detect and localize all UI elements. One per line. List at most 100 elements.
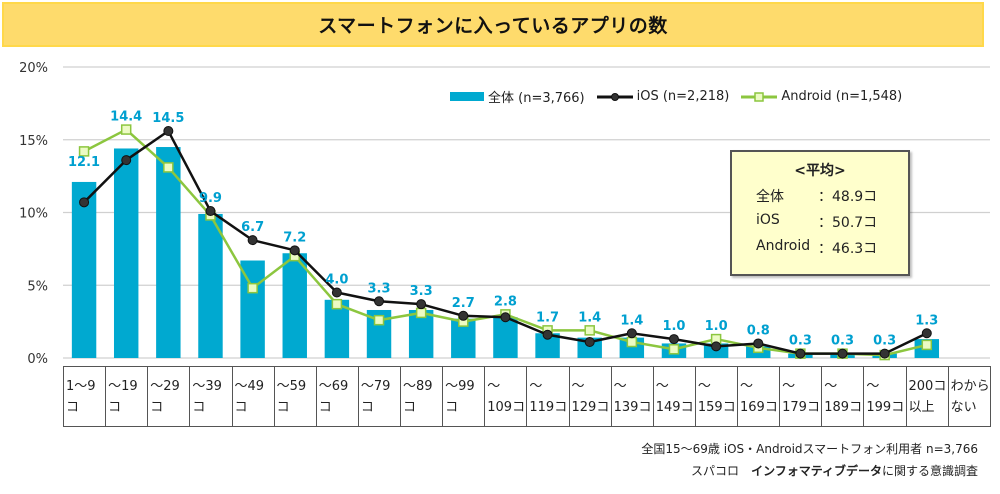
category-label: 1〜9 コ [62, 366, 107, 427]
bar-data-label: 14.5 [152, 111, 184, 126]
category-label: 〜49 コ [231, 366, 275, 427]
bar-data-label: 0.3 [831, 334, 854, 349]
bar-data-label: 0.3 [873, 334, 896, 349]
footnote-source: スパコロ インフォマティブデータに関する意識調査 [691, 462, 978, 479]
average-value-android: ：46.3コ [818, 241, 878, 257]
bar-data-label: 0.3 [789, 334, 812, 349]
bar-data-label: 2.7 [452, 296, 475, 311]
bar-data-label: 6.7 [241, 220, 264, 235]
average-row-android: Android ：46.3コ [756, 238, 908, 258]
bar [156, 147, 181, 358]
android-point [120, 124, 132, 135]
ios-point [79, 197, 90, 208]
category-label: 〜 199コ [863, 366, 907, 427]
ios-point [542, 329, 553, 340]
ios-point [374, 296, 385, 307]
y-tick-label: 20% [19, 61, 48, 76]
bar-data-label: 1.0 [705, 319, 728, 334]
legend-item-all: 全体 (n=3,766) [450, 87, 585, 106]
y-tick-label: 0% [27, 352, 48, 367]
ios-point [458, 310, 469, 321]
category-label: 〜59 コ [273, 366, 317, 427]
ios-point [289, 245, 300, 256]
category-label: 〜69 コ [315, 366, 359, 427]
bar [324, 299, 350, 358]
bar-data-label: 1.4 [578, 310, 601, 325]
bar-data-label: 0.8 [747, 323, 770, 338]
category-label: 〜 129コ [568, 366, 612, 427]
legend-label-all: 全体 (n=3,766) [488, 91, 585, 106]
ios-point [879, 348, 890, 359]
category-label: 〜 119コ [526, 366, 570, 427]
legend: 全体 (n=3,766) iOS (n=2,218) Android (n=1,… [450, 87, 914, 106]
category-label: 〜 159コ [694, 366, 739, 427]
bar [240, 260, 265, 358]
category-label: 〜89 コ [399, 366, 444, 427]
bar-data-label: 1.3 [915, 313, 938, 328]
category-row: 1〜9 コ〜19 コ〜29 コ〜39 コ〜49 コ〜59 コ〜69 コ〜79 コ… [62, 366, 991, 427]
ios-point [626, 328, 637, 339]
category-label: 200コ 以上 [905, 366, 949, 427]
android-point [668, 344, 680, 355]
android-point [415, 307, 427, 319]
ios-point [584, 336, 595, 347]
ios-point [163, 126, 174, 137]
ios-point [416, 299, 427, 310]
android-point [247, 282, 258, 294]
average-label-all: 全体 [756, 189, 784, 205]
y-tick-label: 10% [19, 207, 48, 222]
ios-point [921, 328, 932, 339]
category-label: 〜39 コ [189, 366, 233, 427]
chart-title: スマートフォンに入っているアプリの数 [318, 15, 668, 37]
android-point [373, 314, 385, 326]
footnote-sample: 全国15〜69歳 iOS・Androidスマートフォン利用者 n=3,766 [641, 442, 978, 456]
bar-data-label: 12.1 [68, 155, 100, 170]
legend-item-android: Android (n=1,548) [741, 89, 902, 104]
bar [113, 148, 139, 358]
category-table: 1〜9 コ〜19 コ〜29 コ〜39 コ〜49 コ〜59 コ〜69 コ〜79 コ… [62, 366, 991, 427]
android-point [78, 146, 90, 157]
bar [493, 317, 518, 358]
ios-point [500, 312, 511, 323]
category-label: 〜 169コ [736, 366, 781, 427]
category-label: 〜 109コ [484, 366, 528, 427]
category-label: 〜29 コ [147, 366, 191, 427]
bar-data-label: 4.0 [325, 273, 348, 288]
ios-point [795, 348, 806, 359]
category-label: 〜 139コ [610, 366, 654, 427]
ios-point [837, 348, 848, 359]
average-title: <平均> [794, 163, 846, 179]
bar-data-label: 3.3 [368, 281, 391, 296]
category-label: 〜 179コ [779, 366, 823, 427]
ios-point [247, 235, 258, 246]
bar-data-label: 14.4 [110, 110, 142, 125]
legend-label-ios: iOS (n=2,218) [636, 89, 730, 104]
chart-title-bar: スマートフォンに入っているアプリの数 [2, 2, 984, 47]
bar [71, 181, 97, 358]
legend-item-ios: iOS (n=2,218) [596, 89, 730, 104]
bar-data-label: 7.2 [283, 230, 306, 245]
android-point [626, 336, 638, 348]
android-point [163, 162, 174, 173]
ios-point [753, 338, 764, 349]
category-label: 〜 149コ [652, 366, 696, 427]
legend-bar-swatch [450, 92, 484, 101]
android-point [331, 298, 343, 310]
ios-point [711, 341, 722, 352]
bar [577, 337, 602, 358]
legend-label-android: Android (n=1,548) [781, 89, 903, 104]
average-row-all: 全体 ：48.9コ [756, 186, 908, 206]
average-value-ios: ：50.7コ [818, 215, 878, 231]
average-label-android: Android [756, 238, 811, 254]
category-label: わから ない [947, 366, 991, 427]
average-value-all: ：48.9コ [818, 189, 878, 205]
bar-data-label: 1.7 [536, 310, 559, 325]
legend-ios-line-swatch [596, 92, 633, 101]
ios-point [205, 206, 216, 217]
android-point [584, 325, 595, 336]
bar-data-label: 1.0 [662, 319, 685, 334]
bar-data-label: 3.3 [410, 284, 433, 299]
ios-point [331, 287, 342, 298]
category-label: 〜99 コ [442, 366, 486, 427]
